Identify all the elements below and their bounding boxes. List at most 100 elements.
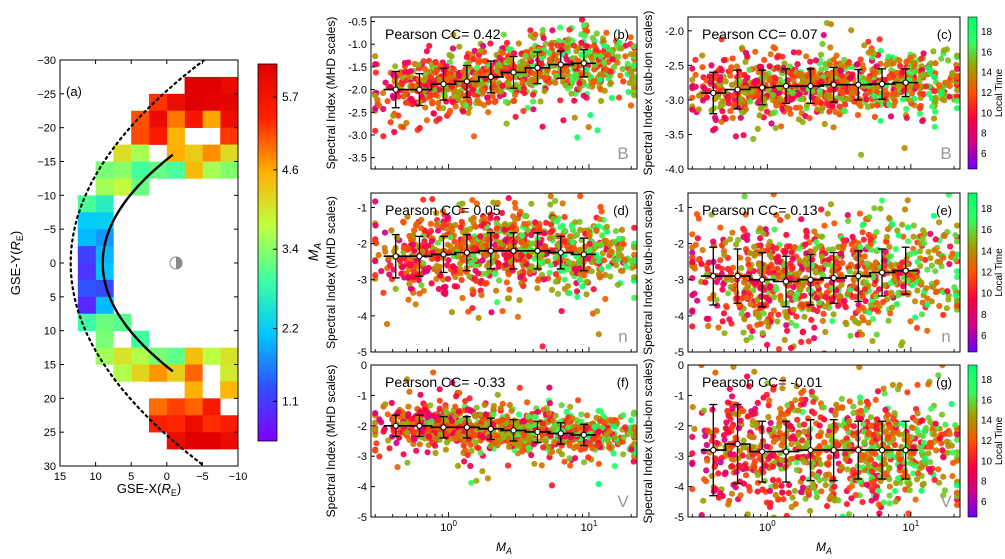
data-point xyxy=(824,210,831,217)
data-point xyxy=(422,104,429,111)
data-point xyxy=(449,227,456,234)
data-point xyxy=(788,265,796,272)
data-point xyxy=(954,87,960,94)
data-point xyxy=(692,56,699,63)
data-point xyxy=(452,403,459,410)
data-point xyxy=(425,242,432,249)
data-point xyxy=(765,87,772,94)
data-point xyxy=(876,286,883,293)
data-point xyxy=(595,428,602,435)
y-axis-label-a: GSE-Y(RE) xyxy=(8,231,25,296)
data-point xyxy=(814,295,821,302)
data-point xyxy=(401,59,408,67)
data-point xyxy=(932,94,940,101)
data-point xyxy=(570,245,578,252)
data-point xyxy=(380,89,387,96)
data-point xyxy=(372,222,379,229)
data-point xyxy=(591,42,598,49)
data-point xyxy=(750,250,757,257)
data-point xyxy=(559,200,566,207)
x-tick-label: 5 xyxy=(128,471,134,483)
data-point xyxy=(493,287,500,294)
data-point xyxy=(811,228,818,235)
data-point xyxy=(554,42,561,49)
data-point xyxy=(512,440,519,447)
heatmap-cell xyxy=(77,296,96,315)
data-point xyxy=(457,270,464,277)
binned-mean-point xyxy=(782,278,790,285)
data-point xyxy=(433,221,440,229)
data-point xyxy=(540,444,547,451)
data-point xyxy=(765,242,772,249)
data-point xyxy=(418,428,425,435)
data-point xyxy=(473,64,481,71)
data-point xyxy=(859,293,866,300)
data-point xyxy=(616,235,623,242)
data-point xyxy=(916,110,924,117)
data-point xyxy=(487,40,494,47)
heatmap-cell xyxy=(149,415,168,433)
data-point xyxy=(916,105,924,112)
data-point xyxy=(416,61,423,68)
data-point xyxy=(421,238,428,245)
data-point xyxy=(919,235,927,242)
data-point xyxy=(952,256,959,263)
heatmap-cell xyxy=(77,279,96,298)
data-point xyxy=(865,38,872,45)
data-point xyxy=(727,66,735,73)
data-point xyxy=(458,276,465,284)
binned-mean-point xyxy=(463,249,470,256)
data-point xyxy=(589,445,596,452)
colorbar-tick-label: 2.2 xyxy=(282,322,299,336)
data-point xyxy=(745,256,752,263)
data-point xyxy=(810,306,817,313)
data-point xyxy=(617,72,624,79)
data-point xyxy=(499,308,506,315)
data-point xyxy=(716,77,724,84)
data-point xyxy=(529,240,536,247)
data-point xyxy=(580,92,587,99)
data-point xyxy=(854,331,861,338)
y-tick-label: -2.0 xyxy=(665,26,684,38)
data-point xyxy=(628,446,635,453)
data-point xyxy=(606,242,614,249)
data-point xyxy=(836,103,843,110)
parameter-label: B xyxy=(940,144,951,163)
data-point xyxy=(479,87,486,94)
data-point xyxy=(538,462,545,469)
data-point xyxy=(747,334,755,341)
data-point xyxy=(625,88,632,96)
data-point xyxy=(811,100,818,107)
data-point xyxy=(502,98,509,105)
heatmap-cell xyxy=(131,110,150,128)
heatmap-cell xyxy=(202,398,221,416)
data-point xyxy=(388,227,395,234)
data-point xyxy=(818,206,825,213)
y-tick-label: -4 xyxy=(357,311,367,323)
data-point xyxy=(373,440,380,447)
heatmap-cell xyxy=(166,398,185,416)
data-point xyxy=(566,418,573,426)
x-tick-label: 10 xyxy=(89,471,101,483)
data-point xyxy=(631,62,637,70)
data-point xyxy=(596,274,604,281)
binned-means xyxy=(700,246,919,308)
data-point xyxy=(920,50,927,57)
data-point xyxy=(823,100,830,107)
data-point xyxy=(423,48,430,55)
data-point xyxy=(429,248,436,256)
data-point xyxy=(936,258,944,265)
data-point xyxy=(422,75,429,83)
heatmap-cell xyxy=(184,381,203,399)
data-point xyxy=(469,197,476,204)
data-point xyxy=(462,102,470,109)
data-point xyxy=(472,71,479,78)
data-point xyxy=(477,411,484,418)
data-point xyxy=(836,293,844,300)
data-point xyxy=(821,350,828,352)
data-point xyxy=(835,302,842,309)
data-point xyxy=(757,235,764,242)
data-point xyxy=(538,50,545,57)
data-point xyxy=(552,197,559,205)
